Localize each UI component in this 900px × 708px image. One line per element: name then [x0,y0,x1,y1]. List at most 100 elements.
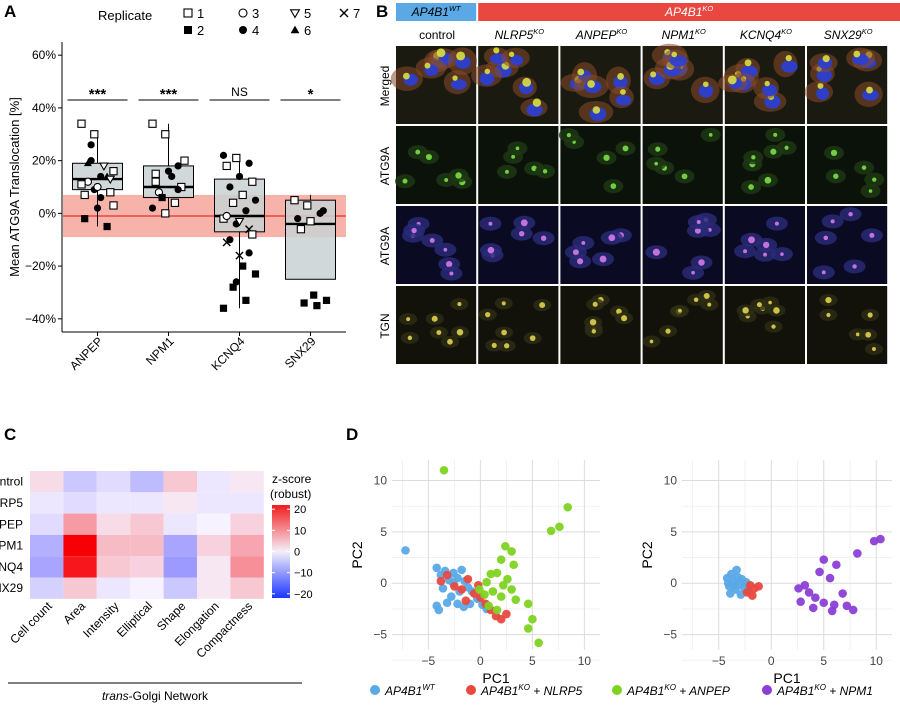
data-point [77,119,86,128]
legend-tick-label: −20 [294,589,313,601]
point-wt [438,584,448,593]
atg9a-spot [869,232,875,238]
data-point [161,130,170,139]
data-point [109,201,118,210]
data-point [158,193,166,202]
atg9a-spot [773,132,778,137]
data-point [303,201,312,210]
pca-plot-1: −5 0 5 10 −5 0 5 10 PC1 PC2 [349,460,600,686]
nucleus [615,94,632,106]
y-tick-label: 0 [670,576,677,590]
heatmap-cell-NPM1-Elongation [197,534,231,557]
tgn-spot [529,335,536,342]
micrograph-r1-c5 [807,126,888,204]
tgn-spot [539,302,546,309]
atg9a-spot [872,177,877,182]
heatmap-cell-control-Cell count [30,471,64,493]
legend-label-anpep: AP4B1KO + ANPEP [626,683,730,698]
atg9a-spot [698,259,705,266]
atg9a-spot [487,246,495,254]
header-ko-label: AP4B1KO [664,4,713,19]
point-npm1 [838,589,847,598]
heatmap-cell-NLRP5-Compactness [230,492,264,514]
legend-label-5: 5 [304,6,311,21]
legend-key-5 [289,9,301,19]
heatmap-cell-NPM1-Elliptical [130,534,164,557]
footer-label: trans-Golgi Network [102,689,209,703]
point-npm1 [827,606,837,616]
atg9a-spot [540,235,547,241]
heatmap-cell-SNX29-Cell count [30,577,64,599]
micrograph-r1-c4 [724,126,805,204]
data-point [174,162,182,170]
tgn-spot [703,292,710,300]
atg9a-spot [572,249,579,256]
data-point [109,167,118,176]
col-label-Area: Area [60,599,88,627]
golgi-spot [484,68,491,75]
x-tick-label: 10 [870,654,884,668]
panel-letter-c: C [4,425,16,444]
tgn-spot [456,328,464,336]
tgn-spot [436,330,442,335]
legend-dot [466,685,476,695]
point-nlrp5 [754,582,763,591]
atg9a-spot [780,252,784,256]
data-point [229,283,237,291]
point-nlrp5 [463,574,473,584]
data-point [239,262,247,270]
legend-label-2: 2 [197,23,204,38]
point-anpep [501,541,510,551]
legend-key-1 [183,8,193,18]
point-nlrp5 [502,609,511,619]
heatmap-cell-control-Shape [163,471,197,493]
x-tick-label: SNX29 [282,334,319,371]
atg9a-spot [830,219,835,224]
tgn-spot [867,312,873,318]
panel-a-boxplot: −40% −20% 0% 20% 40% 60% Mean ATG9A Translocat… [7,6,360,373]
heatmap-cell-NPM1-Area [63,534,97,557]
point-npm1 [832,560,841,570]
y-tick-label: −5 [663,628,677,642]
heatmap-cell-KCNQ4-Cell count [30,556,64,578]
point-anpep [482,577,491,587]
atg9a-spot [770,148,777,155]
data-point [232,153,241,163]
tgn-spot [447,338,453,345]
x-tick-label: −5 [712,654,726,668]
heatmap-cell-NPM1-Intensity [96,534,131,557]
row-label-control: control [0,475,23,489]
micrograph-r1-c2 [558,126,641,204]
golgi-spot [493,47,500,54]
legend-key-2 [184,26,192,34]
atg9a-spot [751,155,756,160]
atg9a-spot [681,173,688,180]
data-point [226,236,234,244]
point-npm1 [819,598,829,608]
point-anpep [523,624,533,633]
column-label-ANPEP: ANPEPKO [575,27,628,42]
y-tick-label: 20% [32,154,56,168]
tgn-spot [406,317,411,322]
row-label-0: Merged [378,66,392,107]
tgn-spot [589,318,597,326]
legend-label-1: 1 [197,6,204,21]
point-npm1 [848,605,858,615]
micrograph-r3-c1 [478,286,559,364]
column-label-control: control [419,28,455,42]
legend-label-nlrp5: AP4B1KO + NLRP5 [480,683,583,698]
micrograph-r0-c1 [471,46,559,124]
point-wt [401,546,410,555]
golgi-spot [587,80,595,88]
data-point [151,177,160,186]
micrograph-r2-c1 [478,206,559,284]
y-tick-label: 60% [32,48,56,62]
tgn-spot [491,342,497,348]
heatmap-cell-SNX29-Shape [163,577,197,599]
atg9a-spot [402,178,408,184]
atg9a-spot [542,169,548,174]
point-anpep [507,585,516,594]
point-npm1 [869,536,879,546]
y-tick-label: 5 [670,525,677,539]
